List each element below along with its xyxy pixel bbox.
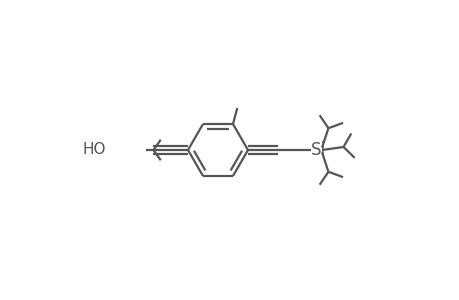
Text: HO: HO — [83, 142, 106, 158]
Text: Si: Si — [310, 141, 325, 159]
